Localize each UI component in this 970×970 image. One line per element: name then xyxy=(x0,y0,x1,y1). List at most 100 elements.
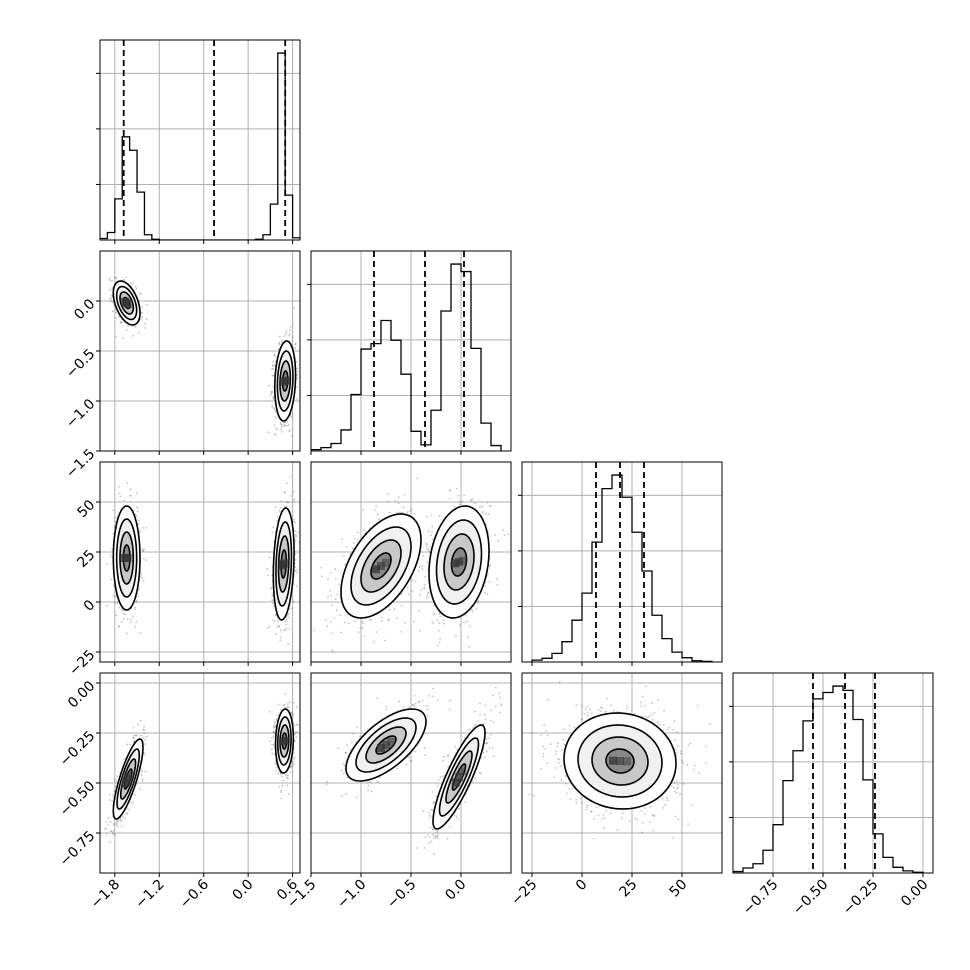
sample-point xyxy=(122,337,125,340)
hist-bar xyxy=(371,344,381,451)
sample-point xyxy=(274,416,277,419)
sample-point xyxy=(292,490,295,493)
sample-point xyxy=(331,632,334,635)
sample-point xyxy=(431,531,434,533)
sample-point xyxy=(127,324,130,327)
sample-point xyxy=(114,276,117,279)
sample-point xyxy=(143,731,145,734)
sample-point xyxy=(134,608,136,610)
sample-point xyxy=(282,335,285,338)
sample-point xyxy=(393,608,396,611)
density-peak xyxy=(281,377,290,385)
sample-point xyxy=(142,550,145,552)
hist-bar xyxy=(562,642,572,662)
sample-point xyxy=(380,616,383,619)
sample-point xyxy=(439,637,441,640)
sample-point xyxy=(427,591,430,594)
sample-point xyxy=(116,825,119,828)
sample-point xyxy=(439,615,442,618)
sample-point xyxy=(125,329,128,331)
sample-point xyxy=(139,788,141,790)
sample-point xyxy=(132,736,135,739)
sample-point xyxy=(129,494,132,497)
sample-point xyxy=(475,607,478,610)
sample-point xyxy=(272,374,274,377)
sample-point xyxy=(423,584,426,586)
sample-point xyxy=(388,618,390,621)
sample-point xyxy=(284,491,287,494)
sample-point xyxy=(281,424,283,426)
sample-point xyxy=(141,315,144,318)
sample-point xyxy=(140,774,143,776)
sample-point xyxy=(105,820,108,823)
sample-point xyxy=(463,494,465,497)
sample-point xyxy=(137,595,140,597)
sample-point xyxy=(143,548,145,551)
sample-point xyxy=(292,307,295,310)
sample-point xyxy=(271,364,274,367)
sample-point xyxy=(271,593,273,596)
sample-point xyxy=(111,286,114,289)
density-peak xyxy=(122,299,131,307)
sample-point xyxy=(285,501,288,503)
hist-bar xyxy=(491,446,501,451)
sample-point xyxy=(290,416,293,419)
sample-point xyxy=(273,619,276,622)
sample-point xyxy=(133,734,135,737)
sample-point xyxy=(287,501,289,504)
sample-point xyxy=(272,602,274,605)
sample-point xyxy=(112,796,115,799)
sample-point xyxy=(117,820,120,823)
sample-point xyxy=(471,610,474,612)
sample-point xyxy=(119,819,122,822)
sample-point xyxy=(121,815,124,818)
sample-point xyxy=(135,601,138,603)
sample-point xyxy=(411,571,414,574)
sample-point xyxy=(121,610,124,612)
sample-point xyxy=(141,312,143,314)
sample-point xyxy=(294,540,297,543)
sample-point xyxy=(290,607,293,610)
panel-frame xyxy=(99,461,301,663)
density-peak xyxy=(382,558,390,567)
sample-point xyxy=(469,499,472,502)
sample-point xyxy=(294,347,297,350)
sample-point xyxy=(466,620,468,623)
sample-point xyxy=(276,516,279,519)
sample-point xyxy=(272,385,275,388)
sample-point xyxy=(115,317,118,319)
sample-point xyxy=(112,532,115,535)
sample-point xyxy=(283,424,286,426)
sample-point xyxy=(112,508,115,511)
sample-point xyxy=(294,342,297,345)
sample-point xyxy=(287,643,290,646)
sample-point xyxy=(120,621,123,624)
sample-point xyxy=(141,576,144,579)
sample-point xyxy=(105,833,108,836)
sample-point xyxy=(488,505,491,507)
sample-point xyxy=(351,547,354,550)
hist-bar xyxy=(130,150,137,240)
sample-point xyxy=(115,277,118,280)
sample-point xyxy=(421,565,424,567)
sample-point xyxy=(140,572,143,575)
sample-point xyxy=(270,390,273,393)
sample-point xyxy=(139,632,142,634)
sample-point xyxy=(448,488,451,491)
sample-point xyxy=(133,793,136,796)
sample-point xyxy=(438,629,441,632)
hist-bar xyxy=(278,53,285,240)
sample-point xyxy=(400,630,403,633)
sample-point xyxy=(126,632,129,635)
sample-point xyxy=(431,620,434,623)
sample-point xyxy=(289,429,291,432)
sample-point xyxy=(302,483,304,485)
sample-point xyxy=(410,508,413,511)
sample-point xyxy=(110,830,113,833)
sample-point xyxy=(387,493,390,496)
sample-point xyxy=(275,433,278,436)
sample-point xyxy=(137,522,139,525)
sample-point xyxy=(274,355,277,358)
sample-point xyxy=(278,625,281,628)
